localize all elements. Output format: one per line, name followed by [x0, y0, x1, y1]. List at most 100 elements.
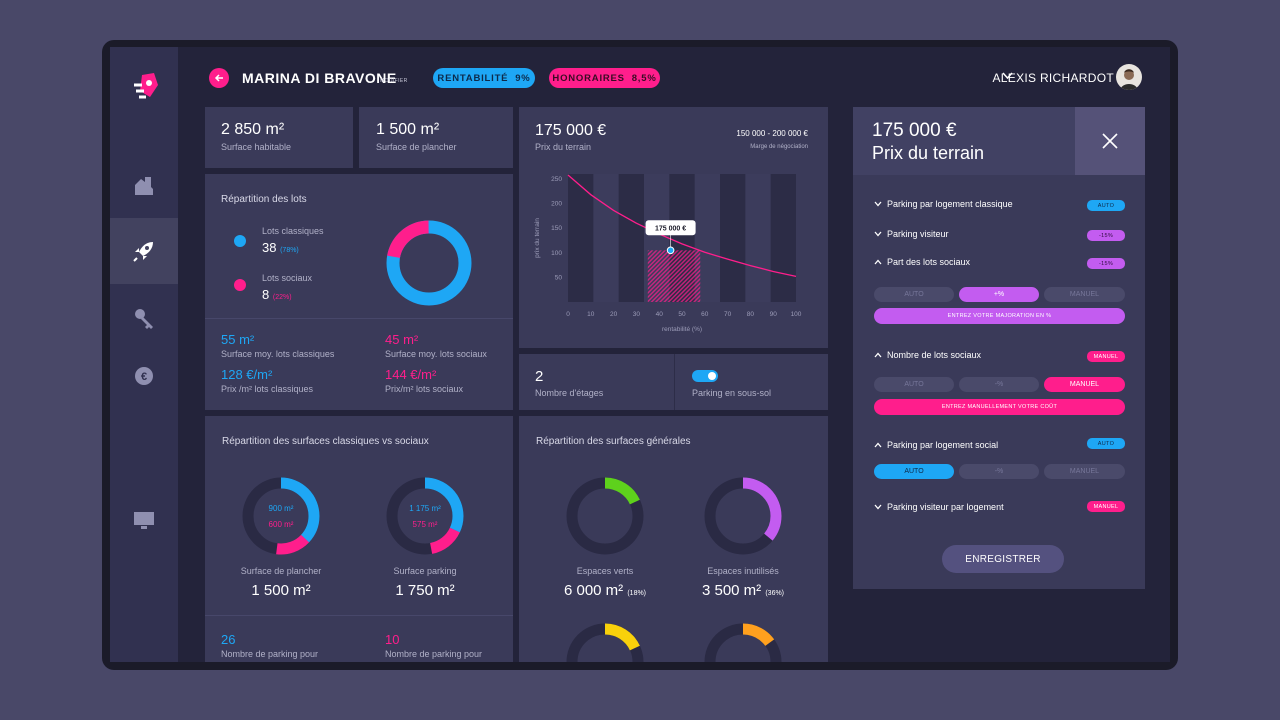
parking-count-social: 10 — [385, 632, 400, 647]
row-parking-social[interactable]: Parking par logement social — [874, 440, 998, 450]
svg-text:€: € — [141, 371, 147, 383]
nav-rocket-icon[interactable] — [110, 218, 178, 284]
panel-close-button[interactable] — [1075, 107, 1145, 175]
orange-donut — [704, 623, 782, 662]
price-m2-classic: 128 €/m² — [221, 367, 273, 382]
social-share-manual-option[interactable]: MANUEL — [1044, 287, 1125, 302]
social-count-auto-option[interactable]: AUTO — [874, 377, 954, 392]
x-tick-label: 90 — [770, 311, 778, 318]
tooltip-text: 175 000 € — [655, 225, 686, 232]
lots-title: Répartition des lots — [221, 194, 307, 205]
surface-plancher-label: Surface de plancher — [376, 142, 457, 152]
y-tick-label: 250 — [551, 176, 562, 183]
row-social-share-label: Part des lots sociaux — [887, 257, 971, 267]
user-avatar[interactable] — [1116, 64, 1142, 90]
unused-spaces-value: 3 500 m² — [701, 582, 762, 599]
surfaces-general-card: Répartition des surfaces générales Espac… — [519, 416, 828, 662]
row-social-count[interactable]: Nombre de lots sociaux — [874, 350, 981, 360]
social-share-plus-option[interactable]: +% — [959, 287, 1039, 302]
unused-spaces-donut — [704, 477, 782, 555]
close-icon — [1102, 133, 1118, 149]
x-axis-label: rentabilité (%) — [662, 326, 702, 333]
back-button[interactable] — [209, 68, 229, 88]
unused-spaces-label: Espaces inutilisés — [707, 566, 779, 576]
lots-classic-value: 38 — [262, 240, 277, 255]
nav-screen-icon[interactable] — [110, 487, 178, 553]
user-name[interactable]: ALEXIS RICHARDOT — [992, 71, 1114, 85]
row-parking-visitor-label: Parking visiteur — [887, 229, 949, 239]
y-tick-label: 150 — [551, 225, 562, 232]
surface-plancher-card: 1 500 m² Surface de plancher — [359, 107, 513, 168]
floors-value: 2 — [535, 368, 544, 385]
parking-social-manual-option[interactable]: MANUEL — [1044, 464, 1125, 479]
parking-underground-toggle[interactable] — [692, 370, 718, 382]
surfaces-cs-title: Répartition des surfaces classiques vs s… — [222, 436, 429, 447]
nav-key-icon[interactable] — [110, 285, 178, 351]
surfaces-classic-social-card: Répartition des surfaces classiques vs s… — [205, 416, 513, 662]
row-parking-classic-tag[interactable]: AUTO — [1087, 200, 1125, 211]
x-tick-label: 80 — [747, 311, 755, 318]
parking-surface-label: Surface parking — [393, 566, 457, 576]
row-parking-visitor-tag[interactable]: -15% — [1087, 230, 1125, 241]
land-price-value: 175 000 € — [535, 122, 607, 139]
modify-link[interactable]: MODIFIER — [380, 78, 408, 84]
row-social-count-tag[interactable]: MANUEL — [1087, 351, 1125, 362]
parking-underground-label: Parking en sous-sol — [692, 388, 772, 398]
lots-donut-chart — [386, 220, 472, 306]
x-tick-label: 10 — [587, 311, 595, 318]
row-parking-classic-label: Parking par logement classique — [887, 199, 1013, 209]
plancher-label: Surface de plancher — [240, 566, 322, 576]
parking-social-value: 575 m² — [412, 520, 438, 529]
avg-surface-classic-label: Surface moy. lots classiques — [221, 349, 335, 359]
row-social-share-tag[interactable]: -15% — [1087, 258, 1125, 269]
row-visitor-per-housing[interactable]: Parking visiteur par logement — [874, 502, 1004, 512]
parking-social-minus-option[interactable]: -% — [959, 464, 1039, 479]
x-tick-label: 70 — [724, 311, 732, 318]
row-social-count-label: Nombre de lots sociaux — [887, 350, 982, 360]
lots-social-arc — [386, 220, 472, 306]
row-parking-social-tag[interactable]: AUTO — [1087, 438, 1125, 449]
lots-social-value-row: 8 (22%) — [262, 287, 292, 302]
plot-band — [745, 174, 771, 302]
avg-surface-social-label: Surface moy. lots sociaux — [385, 349, 487, 359]
price-m2-social-label: Prix/m² lots sociaux — [385, 384, 464, 394]
row-parking-visitor[interactable]: Parking visiteur — [874, 229, 949, 239]
panel-header: 175 000 € Prix du terrain — [853, 107, 1075, 175]
social-share-auto-option[interactable]: AUTO — [874, 287, 954, 302]
lots-social-label: Lots sociaux — [262, 273, 313, 283]
parking-count-classic: 26 — [221, 632, 236, 647]
lots-card: Répartition des lots Lots classiques 38 … — [205, 174, 513, 410]
social-share-input[interactable]: ENTREZ VOTRE MAJORATION EN % — [874, 308, 1125, 324]
nav-coins-icon[interactable]: € — [110, 343, 178, 409]
project-title: MARINA DI BRAVONE — [242, 70, 397, 86]
x-tick-label: 100 — [791, 311, 802, 318]
plancher-classic-value: 900 m² — [268, 504, 294, 513]
floors-label: Nombre d'étages — [535, 388, 604, 398]
row-visitor-per-housing-label: Parking visiteur par logement — [887, 502, 1004, 512]
fees-pill: HONORAIRES 8,5% — [549, 68, 660, 88]
price-m2-classic-label: Prix /m² lots classiques — [221, 384, 314, 394]
x-tick-label: 30 — [633, 311, 641, 318]
chevron-up-icon — [874, 352, 882, 358]
x-tick-label: 60 — [701, 311, 709, 318]
parking-social-auto-option[interactable]: AUTO — [874, 464, 954, 479]
legend-social-dot — [234, 279, 246, 291]
sidebar: € — [110, 47, 178, 662]
row-parking-social-label: Parking par logement social — [887, 440, 999, 450]
land-price-label: Prix du terrain — [535, 142, 592, 152]
negotiation-label: Marge de négociation — [750, 144, 808, 150]
row-parking-classic[interactable]: Parking par logement classique — [874, 199, 1013, 209]
social-count-manual-option[interactable]: MANUEL — [1044, 377, 1125, 392]
user-menu-chevron-down-icon[interactable] — [1002, 72, 1013, 80]
x-tick-label: 20 — [610, 311, 618, 318]
app-logo-icon[interactable] — [128, 69, 162, 103]
social-count-input[interactable]: ENTREZ MANUELLEMENT VOTRE COÛT — [874, 399, 1125, 415]
chevron-down-icon — [874, 231, 882, 237]
row-visitor-per-housing-tag[interactable]: MANUEL — [1087, 501, 1125, 512]
nav-buildings-icon[interactable] — [110, 153, 178, 219]
save-button[interactable]: ENREGISTRER — [942, 545, 1064, 573]
green-spaces-donut — [566, 477, 644, 555]
row-social-share[interactable]: Part des lots sociaux — [874, 257, 970, 267]
lots-classic-pct: (78%) — [280, 247, 299, 254]
social-count-minus-option[interactable]: -% — [959, 377, 1039, 392]
